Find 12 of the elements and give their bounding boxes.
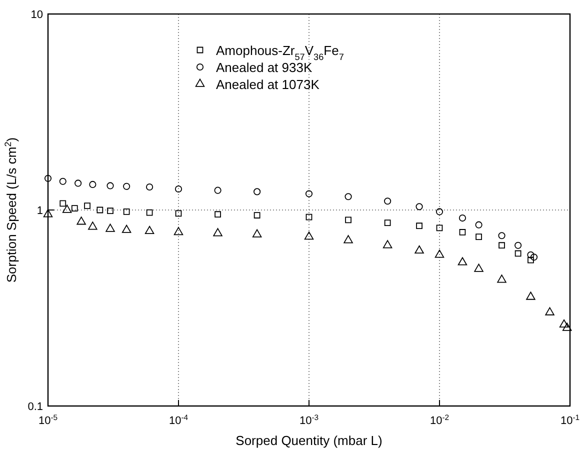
y-tick-label: 1 [36, 205, 43, 217]
legend-label: Anealed at 933K [216, 60, 312, 75]
y-tick-label: 0.1 [28, 401, 43, 413]
x-tick-label: 10$^{-4}$ [168, 412, 189, 427]
legend-label: Amophous-Zr$_{57}$V$_{36}$Fe$_{7}$ [216, 43, 344, 62]
x-tick-label: 10$^{-3}$ [299, 412, 319, 427]
x-tick-label: 10$^{-2}$ [430, 412, 450, 427]
x-tick-label: 10$^{-5}$ [38, 412, 58, 427]
y-tick-label: 10 [30, 9, 43, 21]
legend-label: Anealed at 1073K [216, 77, 320, 92]
x-axis-title: Sorped Quentity (mbar L) [236, 433, 382, 448]
x-tick-label: 10$^{-1}$ [560, 412, 580, 427]
